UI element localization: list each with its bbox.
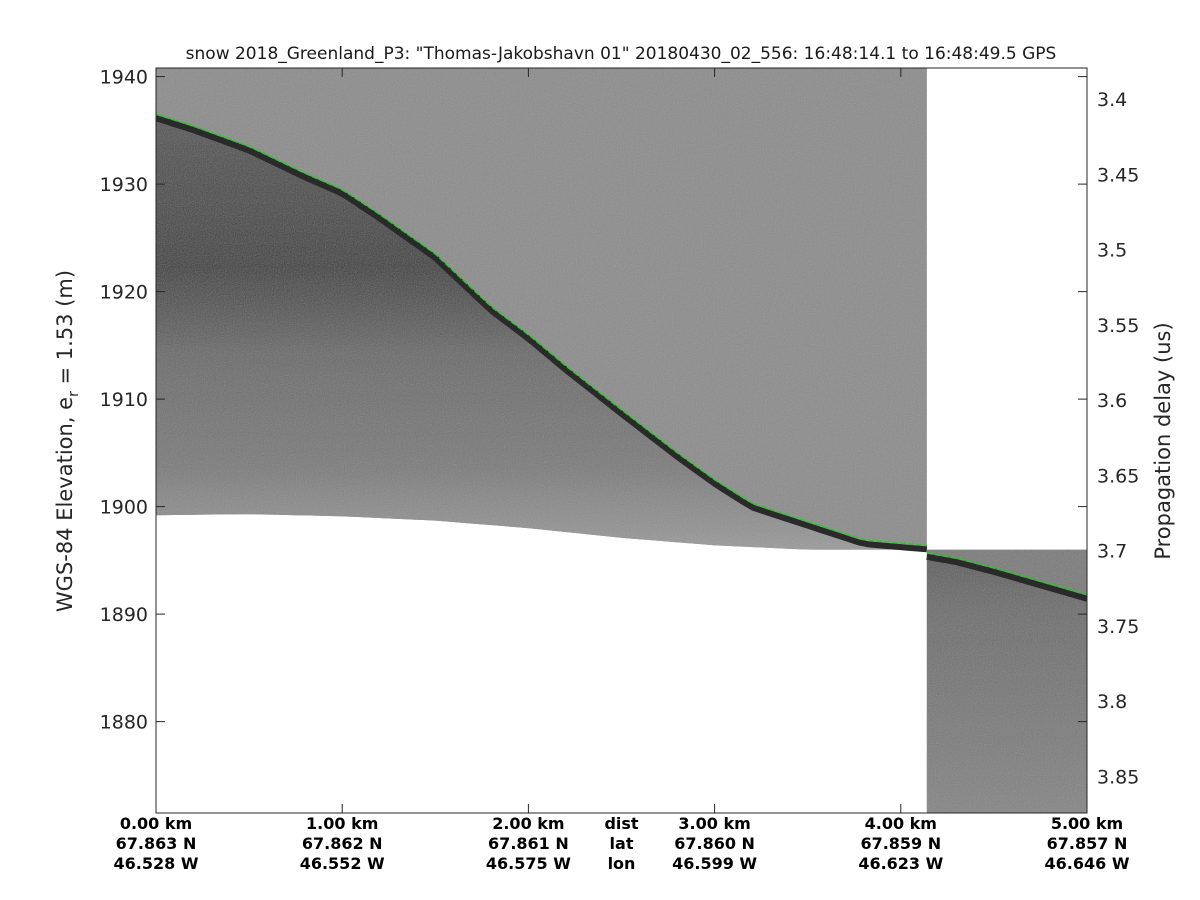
y2-tick-label: 3.65: [1097, 465, 1139, 487]
x-tick-label-lon: 46.646 W: [1045, 854, 1130, 873]
x-tick-label-lat: 67.859 N: [860, 834, 941, 853]
y2-tick-label: 3.5: [1097, 240, 1127, 262]
y2-tick-label: 3.7: [1097, 541, 1127, 563]
x-tick-label-lon: 46.528 W: [114, 854, 199, 873]
x-tick-label-dist: 2.00 km: [492, 814, 564, 833]
x-tick-label-dist: 0.00 km: [120, 814, 192, 833]
x-tick-label-dist: 4.00 km: [865, 814, 937, 833]
x-tick-label-lon: 46.575 W: [486, 854, 571, 873]
right-y-axis: 3.4 3.45 3.5 3.55 3.6 3.65 3.7 3.75 3.8 3.85: [1097, 89, 1139, 788]
y-axis-label: WGS-84 Elevation, er = 1.53 (m): [53, 270, 82, 612]
left-y-axis: 1940 1930 1920 1910 1900 1890 1880: [100, 67, 1087, 734]
y2-tick-label: 3.55: [1097, 315, 1139, 337]
y-tick-label: 1880: [100, 712, 148, 734]
surface-track-line-1: [156, 113, 927, 547]
y2-tick-label: 3.6: [1097, 390, 1127, 412]
chart-title: snow 2018_Greenland_P3: "Thomas-Jakobsha…: [186, 44, 1057, 64]
y2-axis-label: Propagation delay (us): [1151, 322, 1175, 559]
y2-tick-label: 3.85: [1097, 766, 1139, 788]
echogram-segment-1-subsurface: [156, 114, 927, 550]
x-tick-label-lon: 46.599 W: [672, 854, 757, 873]
echogram-segment-2-subsurface: [926, 552, 1087, 813]
y2-tick-label: 3.8: [1097, 691, 1127, 713]
y-tick-label: 1890: [100, 604, 148, 626]
x-tick-label-lat: 67.862 N: [302, 834, 383, 853]
x-tick-label-dist: 5.00 km: [1051, 814, 1123, 833]
x-tick-label-lat: 67.857 N: [1047, 834, 1128, 853]
echogram-backgrounds: [156, 68, 1087, 813]
x-tick-label-lat: 67.861 N: [488, 834, 569, 853]
x-row-label-lat: lat: [610, 834, 634, 853]
y-tick-label: 1900: [100, 497, 148, 519]
surface-tracks: [156, 113, 1087, 602]
y-tick-label: 1910: [100, 389, 148, 411]
surface-return-band-1: [156, 115, 928, 553]
y-tick-label: 1920: [100, 282, 148, 304]
y2-tick-label: 3.75: [1097, 616, 1139, 638]
y2-tick-label: 3.45: [1097, 164, 1139, 186]
plot-area: [156, 68, 1087, 813]
x-row-label-dist: dist: [604, 814, 638, 833]
y-tick-label: 1930: [100, 174, 148, 196]
y-tick-label: 1940: [100, 67, 148, 89]
surface-return-band-2: [926, 553, 1087, 602]
x-tick-label-lat: 67.860 N: [674, 834, 755, 853]
x-row-label-lon: lon: [608, 854, 636, 873]
x-tick-label-dist: 3.00 km: [678, 814, 750, 833]
x-tick-label-dist: 1.00 km: [306, 814, 378, 833]
surface-track-line-2: [926, 552, 1087, 596]
x-tick-label-lon: 46.552 W: [300, 854, 385, 873]
x-tick-label-lon: 46.623 W: [858, 854, 943, 873]
x-tick-label-lat: 67.863 N: [116, 834, 197, 853]
y2-tick-label: 3.4: [1097, 89, 1127, 111]
plot-frame: [155, 67, 1088, 814]
